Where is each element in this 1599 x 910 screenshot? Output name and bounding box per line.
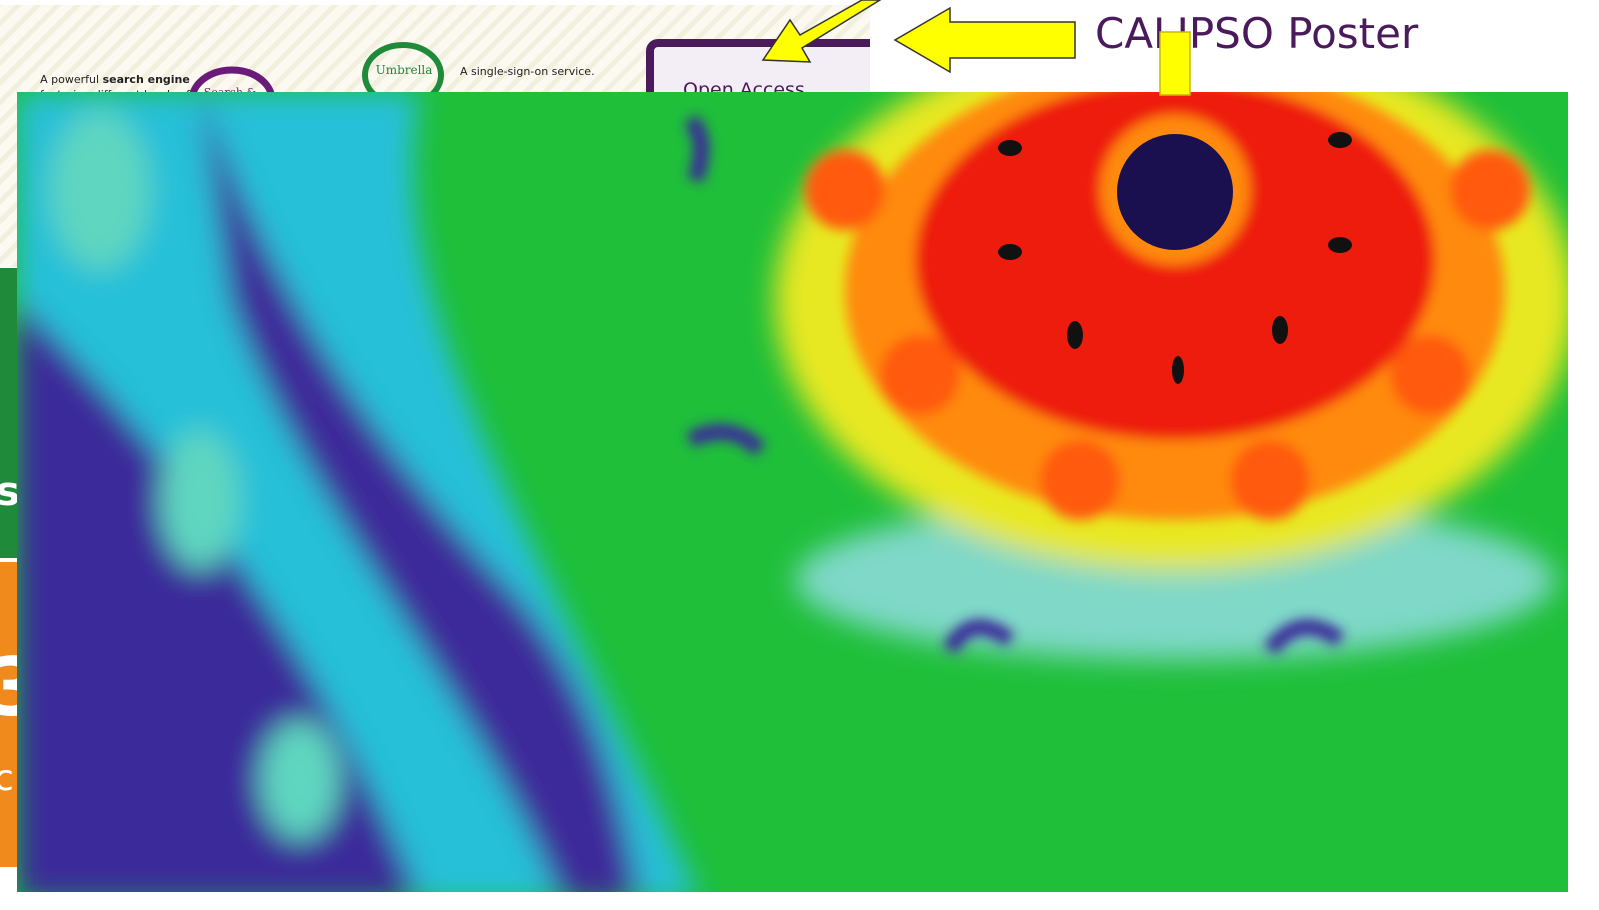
search-description: A powerful search engine <box>40 73 190 86</box>
slide-title: CALIPSO Poster <box>1095 9 1419 58</box>
umbrella-logo-text: Umbrella <box>376 63 433 77</box>
arrow-left <box>893 6 1076 74</box>
orange-panel <box>0 562 17 867</box>
orange-panel-text-2: c <box>0 758 14 799</box>
arrow-down <box>1159 31 1191 96</box>
green-panel-text: s <box>0 469 20 515</box>
umbrella-description: A single-sign-on service. <box>460 65 595 78</box>
heatmap-image <box>17 92 1568 892</box>
arrow-diagonal <box>761 0 882 63</box>
green-panel <box>0 268 17 558</box>
